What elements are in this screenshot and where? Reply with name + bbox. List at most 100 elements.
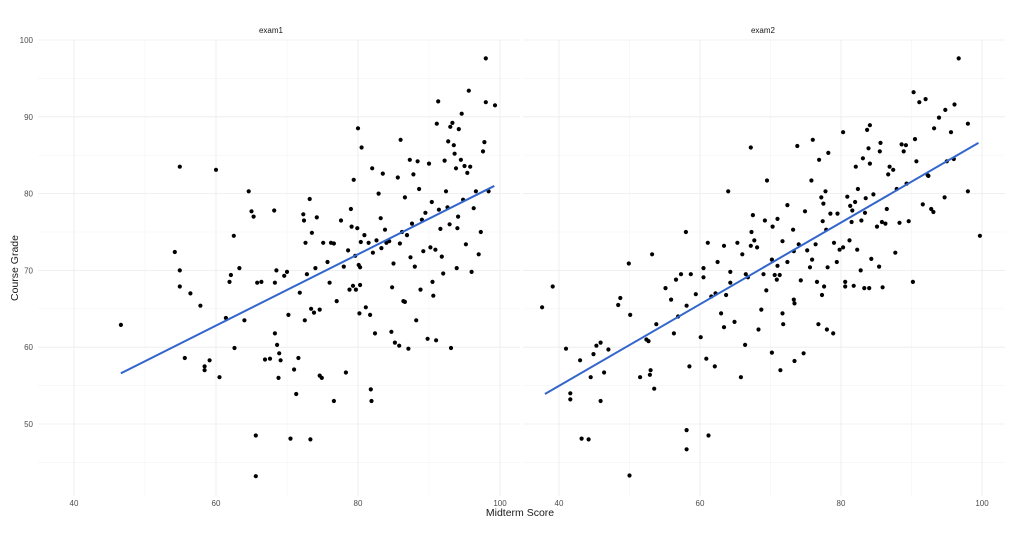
- y-tick-label: 80: [24, 190, 33, 199]
- data-point: [425, 336, 430, 341]
- data-point: [177, 164, 182, 169]
- data-point: [755, 245, 760, 250]
- data-point: [912, 137, 918, 142]
- data-point: [473, 189, 478, 194]
- data-point: [372, 331, 378, 336]
- data-point: [826, 150, 831, 155]
- data-point: [606, 347, 611, 352]
- panel-exam1-x-ticks: 40 60 80 100: [70, 499, 508, 508]
- data-point: [772, 272, 777, 278]
- data-point: [434, 121, 439, 126]
- y-axis-title: Course Grade: [9, 235, 21, 301]
- data-point: [802, 209, 808, 214]
- data-point: [626, 261, 631, 266]
- data-point: [977, 233, 983, 238]
- data-point: [807, 265, 813, 270]
- data-point: [791, 227, 796, 232]
- data-point: [182, 355, 187, 361]
- data-point: [334, 299, 339, 304]
- data-point: [267, 356, 273, 361]
- data-point: [430, 279, 435, 284]
- data-point: [705, 240, 710, 245]
- data-point: [177, 268, 182, 273]
- x-tick-label: 100: [493, 499, 507, 508]
- x-axis-title: Midterm Score: [486, 507, 554, 519]
- data-point: [331, 398, 336, 404]
- data-point: [859, 218, 864, 223]
- data-point: [370, 250, 375, 255]
- data-point: [448, 124, 453, 129]
- data-point: [390, 285, 395, 290]
- data-point: [775, 263, 780, 268]
- data-point: [550, 284, 555, 289]
- data-point: [350, 283, 356, 288]
- data-point: [748, 243, 753, 248]
- data-point: [687, 364, 692, 369]
- y-axis: 50 60 70 80 90 100: [20, 36, 34, 429]
- data-point: [301, 212, 306, 217]
- data-point: [810, 137, 815, 142]
- data-point: [202, 368, 207, 373]
- data-point: [379, 246, 384, 251]
- data-point: [172, 249, 177, 255]
- data-point: [887, 164, 892, 169]
- data-point: [848, 203, 853, 208]
- data-point: [719, 311, 724, 316]
- data-point: [462, 163, 467, 169]
- data-point: [568, 397, 573, 402]
- data-point: [785, 259, 790, 265]
- panel-exam2-grid: [523, 39, 1005, 496]
- data-point: [389, 329, 394, 334]
- data-point: [415, 159, 420, 164]
- data-point: [417, 186, 422, 192]
- data-point: [382, 227, 388, 232]
- data-point: [483, 56, 488, 61]
- data-point: [770, 224, 775, 229]
- data-point: [701, 275, 706, 280]
- data-point: [412, 264, 417, 269]
- data-point: [602, 370, 607, 375]
- data-point: [450, 120, 455, 125]
- data-point: [858, 268, 863, 273]
- data-point: [810, 257, 815, 262]
- data-point: [438, 226, 443, 231]
- data-point: [272, 280, 277, 285]
- data-point: [738, 375, 744, 380]
- data-point: [684, 428, 689, 433]
- data-point: [965, 189, 971, 194]
- data-point: [429, 199, 434, 205]
- data-point: [355, 126, 361, 131]
- data-point: [355, 226, 360, 231]
- data-point: [728, 280, 733, 285]
- data-point: [436, 99, 441, 104]
- data-point: [792, 358, 797, 364]
- data-point: [805, 248, 810, 253]
- data-point: [867, 161, 873, 166]
- data-point: [397, 343, 402, 348]
- data-point: [654, 322, 659, 327]
- data-point: [906, 219, 911, 224]
- data-point: [777, 272, 782, 278]
- data-point: [814, 279, 820, 284]
- data-point: [325, 259, 330, 265]
- data-point: [578, 358, 583, 363]
- data-point: [359, 145, 364, 150]
- data-point: [492, 103, 498, 108]
- data-point: [469, 269, 474, 274]
- panel-exam1-points: [118, 56, 498, 479]
- data-point: [809, 178, 814, 183]
- data-point: [855, 186, 861, 192]
- data-point: [698, 335, 703, 340]
- data-point: [850, 208, 855, 213]
- data-point: [431, 293, 436, 298]
- x-tick-label: 40: [70, 499, 79, 508]
- data-point: [439, 254, 444, 259]
- data-point: [278, 358, 283, 363]
- data-point: [198, 303, 203, 308]
- data-point: [863, 196, 868, 201]
- data-point: [465, 170, 470, 175]
- data-point: [841, 130, 846, 135]
- data-point: [304, 272, 309, 277]
- data-point: [284, 269, 290, 274]
- data-point: [835, 211, 840, 216]
